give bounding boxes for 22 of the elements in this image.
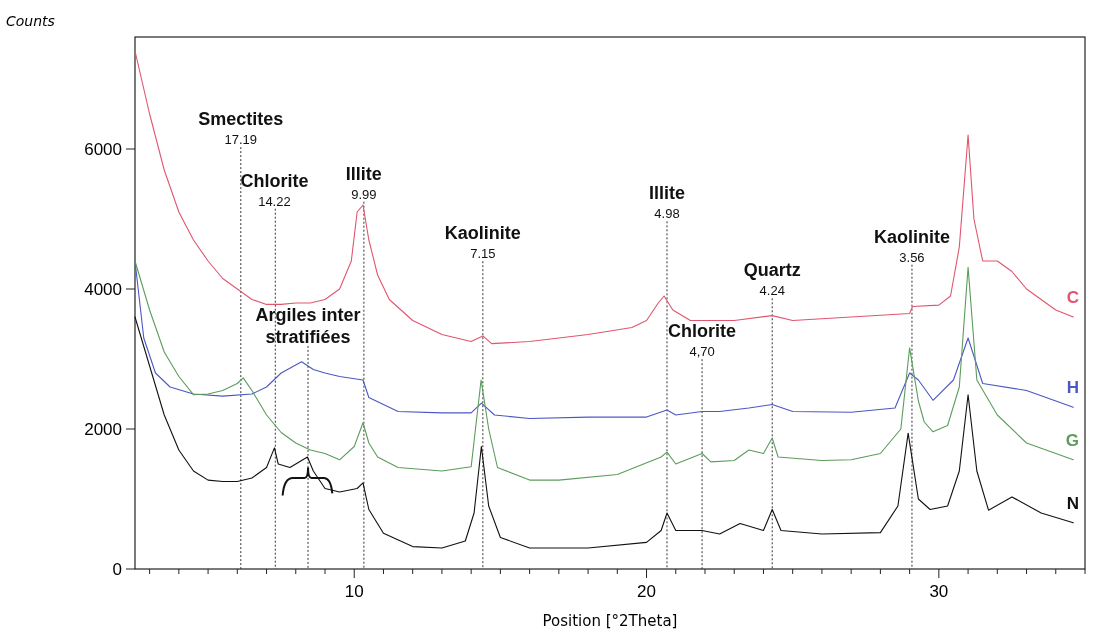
x-tick-label: 20 <box>637 582 656 601</box>
annotation: Illite 4.98 <box>648 183 686 222</box>
series-label: G <box>1065 430 1079 450</box>
series-label: N <box>1066 493 1079 513</box>
annotation: Kaolinite 3.56 <box>873 226 950 265</box>
y-tick-label: 6000 <box>84 140 122 159</box>
annotation: Chlorite 14.22 <box>240 170 309 209</box>
x-axis-title: Position [°2Theta] <box>542 612 678 630</box>
annotation: Kaolinite 7.15 <box>444 223 521 262</box>
y-tick-label: 4000 <box>84 280 122 299</box>
series-label: H <box>1066 378 1079 398</box>
annotation: Chlorite 4,70 <box>668 321 737 360</box>
x-tick-label: 10 <box>344 582 364 601</box>
series-label: C <box>1066 288 1079 307</box>
annotation: Argiles inter stratifiées <box>255 304 361 347</box>
x-tick-label: 30 <box>929 582 949 601</box>
y-axis-title: Counts <box>6 13 55 29</box>
annotation: Smectites 17.19 <box>198 109 284 148</box>
y-tick-label: 0 <box>112 560 122 579</box>
y-tick-label: 2000 <box>84 420 122 439</box>
annotation: Quartz 4.24 <box>743 260 801 299</box>
annotation: Illite 9.99 <box>345 163 382 202</box>
